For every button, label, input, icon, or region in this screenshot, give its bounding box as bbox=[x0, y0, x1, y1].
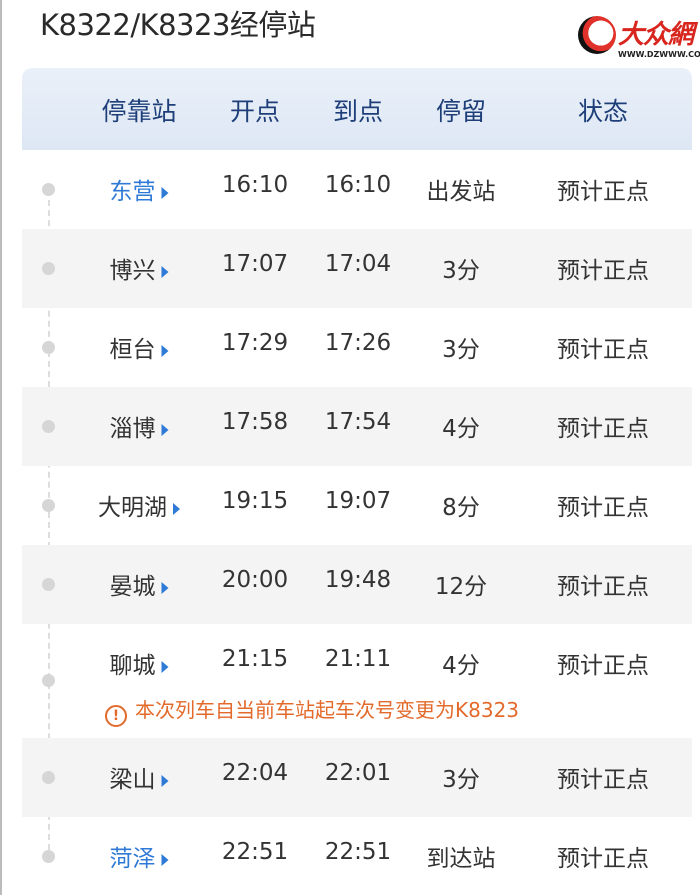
caret-right-icon bbox=[161, 265, 169, 278]
table-row: 淄博 17:58 17:54 4分 预计正点 bbox=[22, 387, 692, 466]
logo-flame-icon bbox=[578, 16, 616, 54]
status: 预计正点 bbox=[557, 574, 649, 600]
depart-time: 17:29 bbox=[221, 330, 289, 356]
status: 预计正点 bbox=[557, 495, 649, 521]
station-name: 桓台 bbox=[109, 337, 156, 363]
station-link[interactable]: 晏城 bbox=[110, 567, 169, 601]
status: 预计正点 bbox=[557, 846, 649, 872]
table-header: 停靠站 开点 到点 停留 状态 bbox=[22, 68, 692, 150]
station-name: 淄博 bbox=[109, 416, 156, 442]
timeline-line bbox=[48, 190, 50, 850]
caret-right-icon bbox=[161, 186, 169, 199]
table-row: 晏城 20:00 19:48 12分 预计正点 bbox=[22, 545, 692, 624]
page-title: K8322/K8323经停站 bbox=[40, 8, 316, 42]
depart-time: 21:15 bbox=[221, 646, 289, 672]
arrive-time: 16:10 bbox=[324, 172, 392, 198]
table-row: 桓台 17:29 17:26 3分 预计正点 bbox=[22, 308, 692, 387]
depart-time: 16:10 bbox=[221, 172, 289, 198]
timeline-dot-icon bbox=[42, 499, 55, 512]
stop-duration: 8分 bbox=[442, 495, 480, 521]
timeline-dot-icon bbox=[42, 578, 55, 591]
status: 预计正点 bbox=[557, 416, 649, 442]
timeline-dot-icon bbox=[42, 262, 55, 275]
table-row: 大明湖 19:15 19:07 8分 预计正点 bbox=[22, 466, 692, 545]
station-link[interactable]: 东营 bbox=[110, 172, 169, 206]
status: 预计正点 bbox=[557, 179, 649, 205]
stop-duration: 到达站 bbox=[426, 846, 496, 872]
station-name: 大明湖 bbox=[98, 495, 167, 521]
status: 预计正点 bbox=[557, 258, 649, 284]
stop-duration: 4分 bbox=[442, 416, 480, 442]
timeline-dot-icon bbox=[42, 420, 55, 433]
stop-duration: 12分 bbox=[434, 574, 488, 600]
station-name: 菏泽 bbox=[109, 846, 156, 872]
caret-right-icon bbox=[161, 423, 169, 436]
arrive-time: 22:51 bbox=[324, 839, 392, 865]
station-name: 晏城 bbox=[109, 574, 156, 600]
stop-duration: 出发站 bbox=[426, 179, 496, 205]
station-name: 聊城 bbox=[109, 653, 156, 679]
table-row: 梁山 22:04 22:01 3分 预计正点 bbox=[22, 738, 692, 817]
arrive-time: 17:54 bbox=[324, 409, 392, 435]
arrive-time: 19:48 bbox=[324, 567, 392, 593]
station-link[interactable]: 梁山 bbox=[110, 760, 169, 794]
timeline-dot-icon bbox=[42, 850, 55, 863]
timeline-dot-icon bbox=[42, 771, 55, 784]
warning-icon: ! bbox=[105, 705, 127, 727]
stop-duration: 3分 bbox=[442, 767, 480, 793]
station-name: 博兴 bbox=[109, 258, 156, 284]
train-number-change-notice: ! 本次列车自当前车站起车次号变更为K8323 bbox=[105, 694, 519, 727]
depart-time: 22:04 bbox=[221, 760, 289, 786]
timeline-dot-icon bbox=[42, 183, 55, 196]
station-link[interactable]: 聊城 bbox=[110, 646, 169, 680]
caret-right-icon bbox=[161, 344, 169, 357]
stops-table: 停靠站 开点 到点 停留 状态 东营 16:10 16:10 出发站 预计正点 … bbox=[22, 68, 692, 896]
station-link[interactable]: 桓台 bbox=[110, 330, 169, 364]
header-depart: 开点 bbox=[229, 97, 281, 126]
arrive-time: 19:07 bbox=[324, 488, 392, 514]
notice-text: 本次列车自当前车站起车次号变更为K8323 bbox=[135, 698, 520, 722]
depart-time: 17:58 bbox=[221, 409, 289, 435]
caret-right-icon bbox=[161, 581, 169, 594]
timeline-dot-icon bbox=[42, 341, 55, 354]
header-station: 停靠站 bbox=[101, 97, 177, 126]
header-status: 状态 bbox=[577, 97, 629, 126]
header-stop: 停留 bbox=[435, 97, 487, 126]
table-row: 东营 16:10 16:10 出发站 预计正点 bbox=[22, 150, 692, 229]
arrive-time: 22:01 bbox=[324, 760, 392, 786]
depart-time: 17:07 bbox=[221, 251, 289, 277]
caret-right-icon bbox=[161, 853, 169, 866]
arrive-time: 17:26 bbox=[324, 330, 392, 356]
caret-right-icon bbox=[173, 502, 180, 515]
caret-right-icon bbox=[161, 660, 169, 673]
station-link[interactable]: 菏泽 bbox=[110, 839, 169, 873]
caret-right-icon bbox=[161, 774, 169, 787]
arrive-time: 21:11 bbox=[324, 646, 392, 672]
table-row: 菏泽 22:51 22:51 到达站 预计正点 bbox=[22, 817, 692, 896]
logo-text: 大众網 bbox=[618, 20, 694, 50]
stop-duration: 4分 bbox=[442, 653, 480, 679]
station-link[interactable]: 大明湖 bbox=[98, 488, 180, 522]
station-link[interactable]: 博兴 bbox=[110, 251, 169, 285]
table-row: 博兴 17:07 17:04 3分 预计正点 bbox=[22, 229, 692, 308]
station-link[interactable]: 淄博 bbox=[110, 409, 169, 443]
status: 预计正点 bbox=[557, 653, 649, 679]
stop-duration: 3分 bbox=[442, 258, 480, 284]
station-name: 东营 bbox=[109, 179, 156, 205]
logo-url: WWW.DZWWW.COM bbox=[618, 50, 700, 59]
header-arrive: 到点 bbox=[332, 97, 384, 126]
dzwww-logo: 大众網 WWW.DZWWW.COM bbox=[574, 14, 700, 64]
status: 预计正点 bbox=[557, 767, 649, 793]
depart-time: 19:15 bbox=[221, 488, 289, 514]
depart-time: 22:51 bbox=[221, 839, 289, 865]
depart-time: 20:00 bbox=[221, 567, 289, 593]
station-name: 梁山 bbox=[109, 767, 156, 793]
stop-duration: 3分 bbox=[442, 337, 480, 363]
table-row: 聊城 21:15 21:11 4分 预计正点 ! 本次列车自当前车站起车次号变更为… bbox=[22, 624, 692, 738]
arrive-time: 17:04 bbox=[324, 251, 392, 277]
status: 预计正点 bbox=[557, 337, 649, 363]
timeline-dot-icon bbox=[42, 674, 55, 687]
